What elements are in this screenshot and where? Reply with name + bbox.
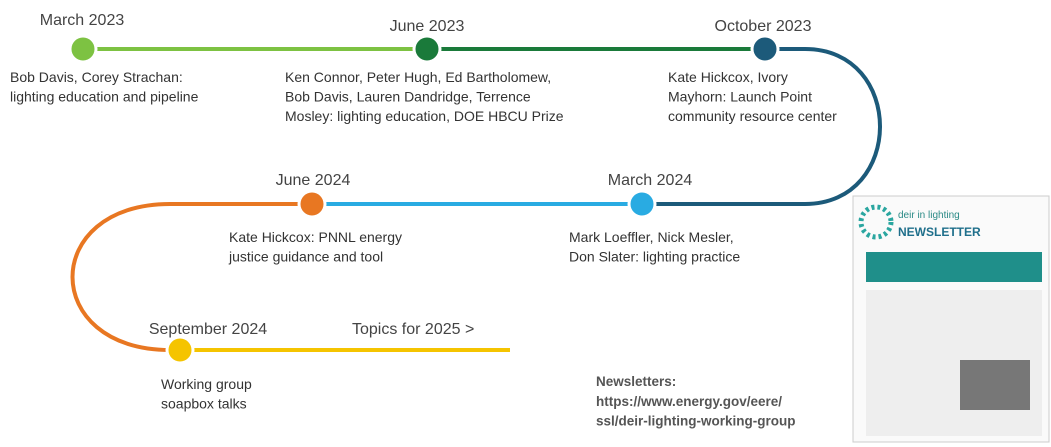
photo [960, 360, 1030, 410]
milestone-description: soapbox talks [161, 396, 247, 412]
milestone-description: Bob Davis, Lauren Dandridge, Terrence [285, 89, 531, 105]
milestone-date: September 2024 [149, 321, 267, 338]
dot [752, 36, 778, 62]
milestone-date: October 2023 [715, 18, 812, 35]
milestone-description: Bob Davis, Corey Strachan: [10, 69, 183, 85]
dot [414, 36, 440, 62]
milestone-description: justice guidance and tool [228, 249, 383, 265]
newsletters-url: https://www.energy.gov/eere/ [596, 394, 782, 409]
milestone-description: Ken Connor, Peter Hugh, Ed Bartholomew, [285, 69, 551, 85]
milestone-description: Kate Hickcox, Ivory [668, 69, 788, 85]
milestone-dots [70, 36, 778, 363]
milestone-date: June 2024 [276, 172, 351, 189]
thumbnail-brand: deir in lighting [898, 210, 960, 221]
milestone-description: Don Slater: lighting practice [569, 249, 740, 265]
timeline-slide: March 2023 Bob Davis, Corey Strachan: ligh… [0, 0, 1051, 447]
milestone-description: Working group [161, 376, 252, 392]
dot [629, 191, 655, 217]
dot [70, 36, 96, 62]
milestone-description: Mayhorn: Launch Point [668, 89, 812, 105]
newsletters-url: ssl/deir-lighting-working-group [596, 414, 796, 429]
milestone-description: lighting education and pipeline [10, 89, 199, 105]
dot [167, 337, 193, 363]
newsletters-label: Newsletters: [596, 374, 676, 389]
milestone-description: Mosley: lighting education, DOE HBCU Pri… [285, 108, 564, 124]
next-topics: Topics for 2025 > [352, 321, 474, 338]
milestone-date: June 2023 [390, 18, 465, 35]
milestone-date: March 2024 [608, 172, 693, 189]
milestone-description: Kate Hickcox: PNNL energy [229, 229, 402, 245]
dot [299, 191, 325, 217]
milestone-description: Mark Loeffler, Nick Mesler, [569, 229, 734, 245]
banner [866, 252, 1042, 282]
milestone-description: community resource center [668, 108, 837, 124]
thumbnail-title: NEWSLETTER [898, 225, 981, 239]
milestone-date: March 2023 [40, 12, 125, 29]
